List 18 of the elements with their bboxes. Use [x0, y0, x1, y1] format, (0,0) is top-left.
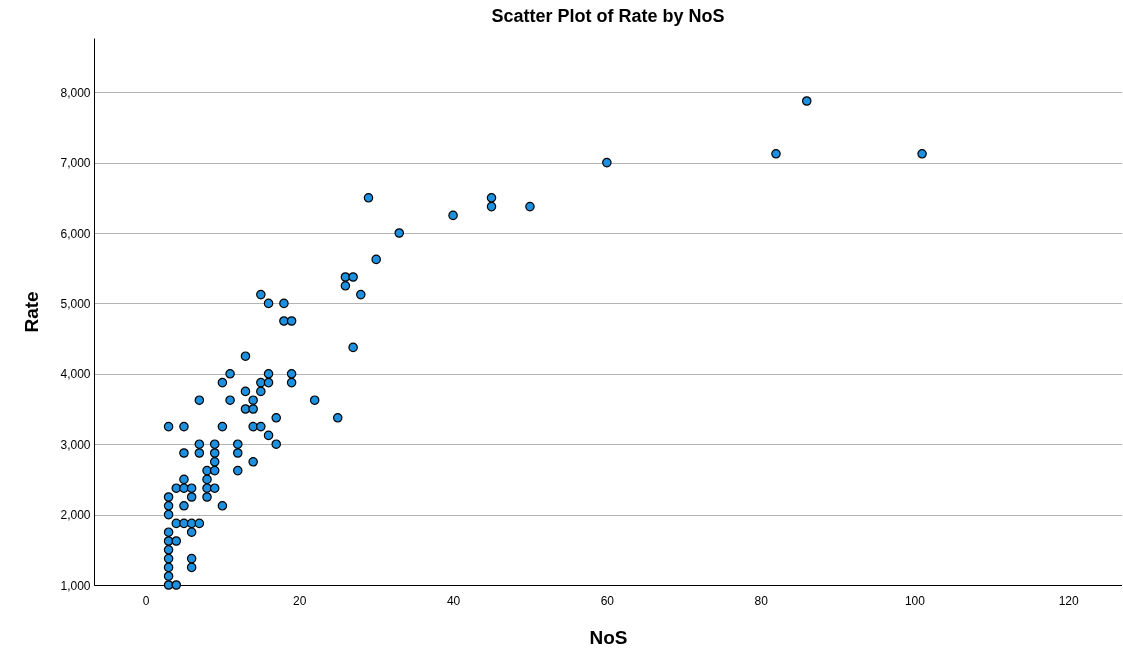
y-tick-label: 6,000	[60, 226, 91, 241]
y-tick-label: 7,000	[60, 156, 91, 171]
x-tick-label: 0	[142, 593, 150, 608]
y-tick-label: 5,000	[60, 296, 91, 311]
x-tick-label: 80	[754, 593, 769, 608]
y-tick-label: 1,000	[60, 578, 91, 593]
x-tick-label: 120	[1058, 593, 1080, 608]
y-tick-label: 2,000	[60, 508, 91, 523]
x-axis-title: NoS	[589, 626, 628, 648]
chart-title: Scatter Plot of Rate by NoS	[491, 6, 725, 26]
y-axis-title: Rate	[21, 291, 43, 333]
y-tick-label: 3,000	[60, 437, 91, 452]
x-tick-label: 100	[904, 593, 926, 608]
y-tick-label: 4,000	[60, 367, 91, 382]
x-tick-label: 60	[600, 593, 615, 608]
x-tick-label: 20	[293, 593, 307, 608]
y-tick-label: 8,000	[60, 85, 91, 100]
x-tick-label: 40	[446, 593, 461, 608]
